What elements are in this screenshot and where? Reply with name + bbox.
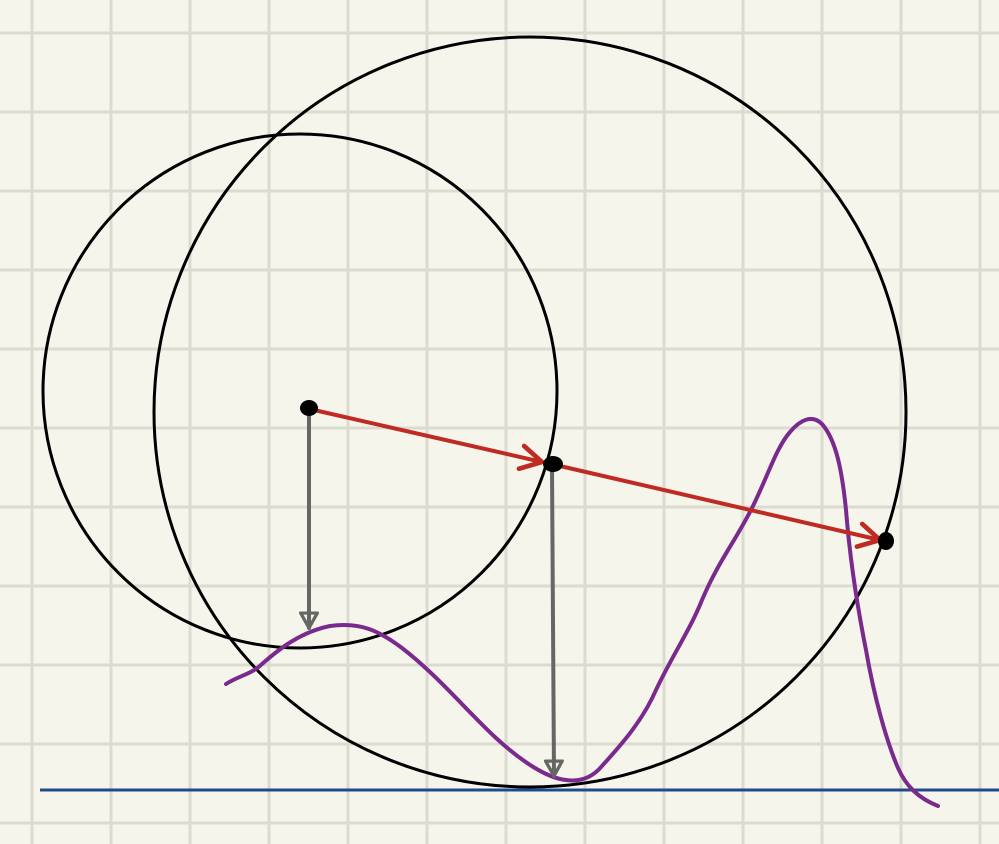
large-circle: [152, 35, 908, 789]
small-circle: [41, 132, 559, 650]
point-1: [300, 400, 318, 416]
density-curve: [224, 416, 940, 808]
step-arrow-1: [312, 408, 545, 472]
drop-arrow-middle: [543, 466, 564, 778]
point-3: [878, 532, 894, 550]
step-arrow-2: [558, 464, 883, 549]
grid-vertical-lines: [30, 0, 982, 844]
point-2: [543, 456, 563, 472]
grid-horizontal-lines: [0, 31, 999, 825]
